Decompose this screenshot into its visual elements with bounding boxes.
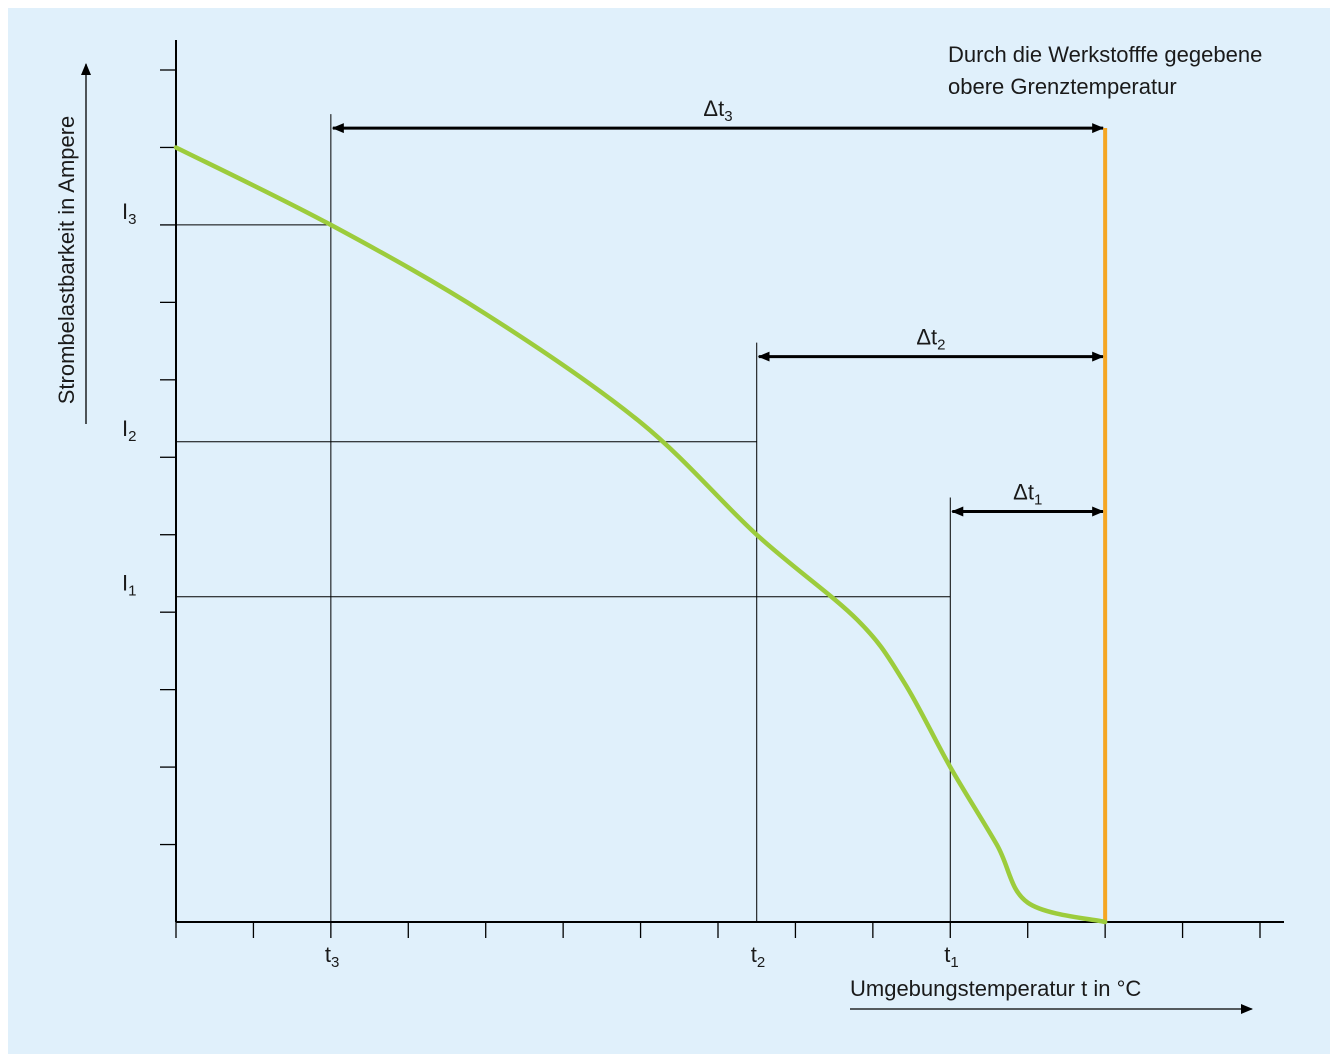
delta-label-2: Δt2 (916, 325, 945, 354)
x-tick-label-t2: t2 (751, 942, 765, 971)
chart-background (8, 8, 1330, 1054)
labels-group: Strombelastbarkeit in Ampere Umgebungste… (54, 42, 1262, 1001)
x-tick-label-t3: t3 (325, 942, 339, 971)
y-axis-label: Strombelastbarkeit in Ampere (54, 116, 79, 405)
delta-label-1: Δt1 (1013, 479, 1042, 508)
limit-annotation-line-2: obere Grenztemperatur (948, 74, 1177, 99)
limit-annotation-line-1: Durch die Werkstofffe gegebene (948, 42, 1262, 67)
x-tick-label-t1: t1 (944, 942, 958, 971)
y-tick-label-I1: I1 (122, 571, 136, 600)
guide-lines-group (176, 114, 1105, 922)
y-tick-label-I3: I3 (122, 199, 136, 228)
capacity-curve (173, 145, 1108, 925)
delta-label-3: Δt3 (703, 96, 732, 125)
x-axis-label: Umgebungstemperatur t in °C (850, 976, 1141, 1001)
y-tick-label-I2: I2 (122, 416, 136, 445)
series-group (173, 128, 1108, 925)
